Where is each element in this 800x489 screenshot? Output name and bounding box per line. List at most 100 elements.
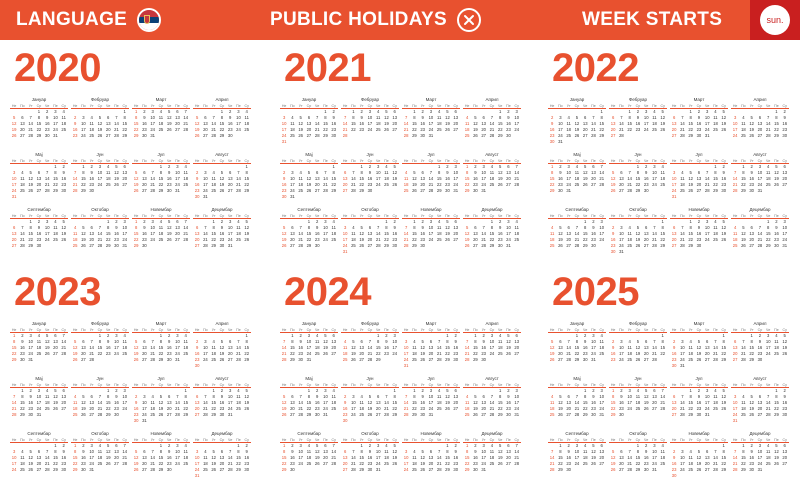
day-cell: 16 xyxy=(774,231,779,236)
week-row: 9 10 11 12 13 14 15 xyxy=(341,400,399,406)
day-cell: 13 xyxy=(671,121,677,126)
weekday-label: Су xyxy=(599,214,604,218)
language-selector[interactable]: LANGUAGE xyxy=(16,0,162,40)
day-cell: 9 xyxy=(592,394,595,399)
weekday-label: Су xyxy=(721,383,726,387)
day-cell: 14 xyxy=(627,176,632,181)
day-cell: 26 xyxy=(44,351,50,356)
weekday-label: Ср xyxy=(574,438,580,442)
day-cell: 16 xyxy=(281,182,287,187)
day-cell: 18 xyxy=(497,345,503,350)
day-cell: 22 xyxy=(359,182,364,187)
day-cell xyxy=(330,243,338,249)
weekday-label: По xyxy=(680,159,685,163)
weekday-label: Че xyxy=(314,438,320,442)
weekday-header: Не По Ут Ср Че Пе Су xyxy=(10,213,68,219)
day-cell: 14 xyxy=(680,231,685,236)
day-cell: 1 xyxy=(750,333,753,338)
month-calendar: Јун Не По Ут Ср Че Пе Су 1 2 3 4 5 6 7 8 9 10 11 12 13 14 15 16… xyxy=(71,151,129,206)
day-cell xyxy=(581,467,589,473)
weekday-label: Су xyxy=(392,214,397,218)
day-cell xyxy=(659,188,667,194)
month-calendar: Јануар Не По Ут Ср Че Пе Су 1 2 3 4 5 6 7 8 9 10 11 12 13 14 1… xyxy=(280,320,338,375)
week-row: 26 27 28 29 30 31 xyxy=(132,357,190,363)
day-cell: 26 xyxy=(114,182,119,187)
day-cell: 4 xyxy=(499,333,502,338)
day-cell: 24 xyxy=(481,182,486,187)
day-cell: 23 xyxy=(384,351,389,356)
day-cell: 17 xyxy=(566,176,571,181)
year-calendar: 2023 Јануар Не По Ут Ср Че Пе Су 1 2 3 4 5 6 7 8 9 10 11 12 1… xyxy=(10,272,251,487)
week-starts-selector[interactable]: WEEK STARTS xyxy=(582,0,722,40)
day-cell: 27 xyxy=(671,412,677,417)
day-cell: 24 xyxy=(44,237,50,242)
day-cell: 11 xyxy=(489,170,495,175)
public-holidays-toggle[interactable]: PUBLIC HOLIDAYS xyxy=(270,0,481,40)
day-cell: 31 xyxy=(566,188,571,193)
week-row: 5 6 7 8 9 10 11 xyxy=(280,225,338,231)
day-cell: 30 xyxy=(591,412,596,417)
week-row: 10 11 12 13 14 15 16 xyxy=(193,455,251,461)
day-cell: 26 xyxy=(133,357,139,362)
day-cell: 7 xyxy=(482,225,485,230)
day-cell: 30 xyxy=(420,412,425,417)
day-cell: 8 xyxy=(661,225,664,230)
day-cell: 2 xyxy=(115,219,118,224)
weekday-header: Не По Ут Ср Че Пе Су xyxy=(341,437,399,443)
month-name: Јун xyxy=(634,376,642,381)
week-start-button[interactable]: sun. xyxy=(750,0,800,40)
day-cell: 20 xyxy=(142,182,147,187)
month-calendar: Јул Не По Ут Ср Че Пе Су 1 2 3 4 5 6 7 8 9 10 11 12 13 14 15 16… xyxy=(670,375,728,430)
day-cell: 30 xyxy=(219,243,225,248)
day-cell: 14 xyxy=(514,449,520,454)
day-cell: 2 xyxy=(299,333,302,338)
day-cell: 22 xyxy=(721,461,727,466)
day-cell: 28 xyxy=(89,357,94,362)
day-cell: 25 xyxy=(489,182,495,187)
week-row: 1 xyxy=(280,164,338,170)
day-cell: 15 xyxy=(53,455,58,460)
day-cell: 4 xyxy=(413,339,416,344)
day-cell: 29 xyxy=(464,467,470,472)
day-cell: 3 xyxy=(559,115,562,120)
day-cell: 13 xyxy=(671,400,677,405)
day-cell: 23 xyxy=(420,127,425,132)
day-cell: 2 xyxy=(783,388,786,393)
day-cell: 5 xyxy=(220,170,224,175)
day-cell: 23 xyxy=(20,351,25,356)
week-row: 14 15 16 17 18 19 20 xyxy=(402,121,460,127)
day-cell: 20 xyxy=(428,461,434,466)
weekday-label: Ср xyxy=(757,438,763,442)
day-cell: 8 xyxy=(385,225,388,230)
day-cell: 18 xyxy=(741,406,746,411)
weekday-label: По xyxy=(741,104,746,108)
day-cell: 27 xyxy=(619,467,624,472)
day-cell: 17 xyxy=(506,231,511,236)
day-cell: 5 xyxy=(742,225,745,230)
day-cell: 6 xyxy=(482,394,485,399)
weekday-header: Не По Ут Ср Че Пе Су xyxy=(548,213,606,219)
week-row: 30 xyxy=(193,363,251,369)
day-cell: 5 xyxy=(559,394,562,399)
day-cell: 25 xyxy=(497,351,503,356)
day-cell xyxy=(43,412,51,418)
weekday-label: Су xyxy=(122,104,127,108)
day-cell: 6 xyxy=(653,388,656,393)
weekday-label: По xyxy=(20,328,25,332)
day-cell: 14 xyxy=(323,176,328,181)
week-row: 23 24 25 26 27 28 29 xyxy=(71,133,129,139)
day-cell: 24 xyxy=(114,351,119,356)
day-cell: 14 xyxy=(28,121,33,126)
day-cell xyxy=(60,412,68,418)
day-cell: 5 xyxy=(499,164,502,169)
day-cell: 21 xyxy=(436,351,442,356)
day-cell: 11 xyxy=(158,225,164,230)
day-cell: 28 xyxy=(732,467,738,472)
day-cell: 30 xyxy=(610,249,616,254)
day-cell xyxy=(313,467,321,473)
day-cell: 10 xyxy=(194,455,200,460)
weekday-label: По xyxy=(473,214,478,218)
